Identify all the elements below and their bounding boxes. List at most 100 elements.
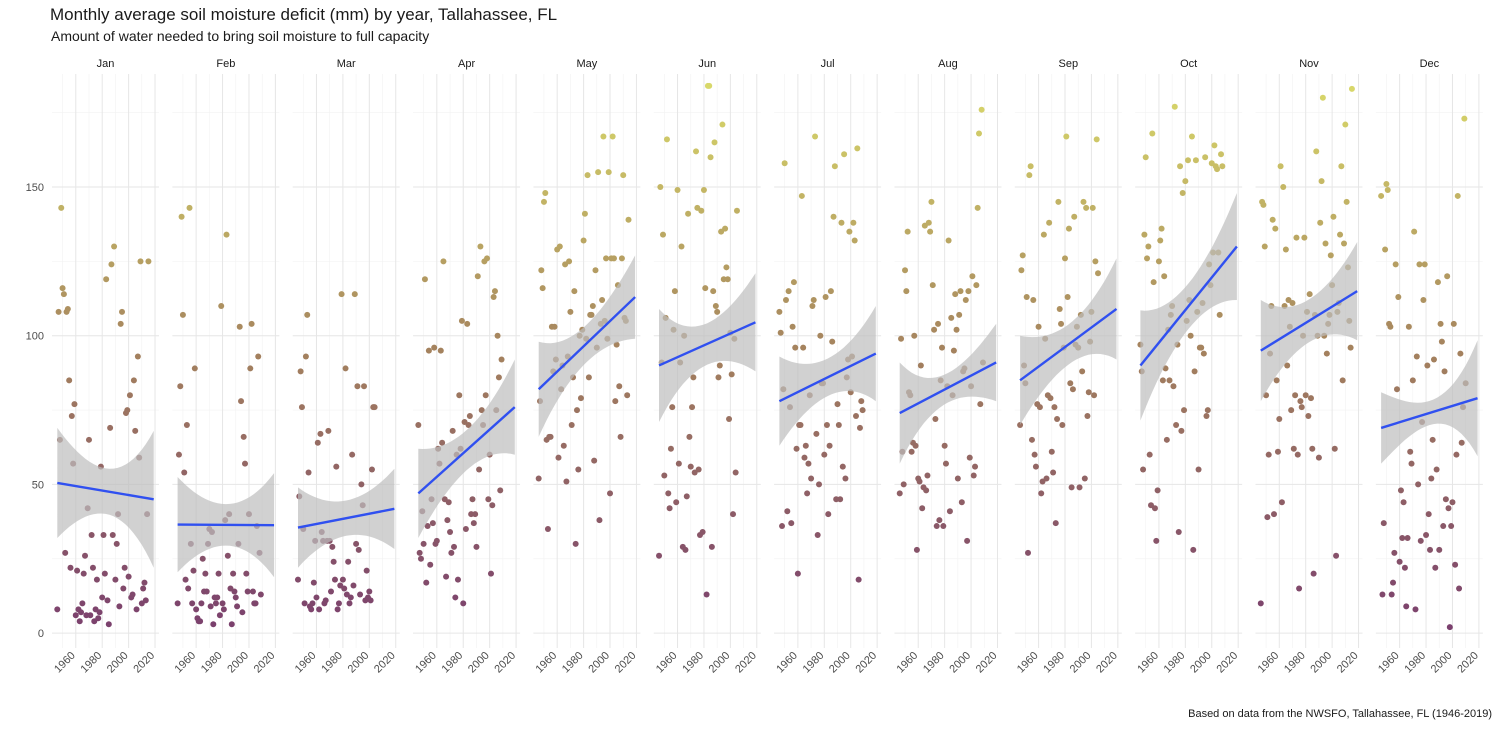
data-point	[1413, 353, 1420, 360]
data-point	[339, 576, 346, 583]
data-point	[99, 594, 106, 601]
data-point	[357, 591, 364, 598]
x-tick-label: 1980	[1282, 650, 1308, 676]
data-point	[1315, 454, 1322, 461]
data-point	[1264, 514, 1271, 521]
data-point	[129, 591, 136, 598]
data-point	[671, 288, 678, 295]
data-point	[1323, 350, 1330, 357]
data-point	[1261, 243, 1268, 250]
data-point	[1146, 451, 1153, 458]
data-point	[423, 579, 430, 586]
data-point	[100, 531, 107, 538]
data-point	[89, 564, 96, 571]
data-point	[145, 258, 152, 265]
x-tick-label: 1960	[654, 650, 680, 676]
data-point	[1458, 439, 1465, 446]
data-point	[349, 451, 356, 458]
data-point	[842, 475, 849, 482]
data-point	[1151, 505, 1158, 512]
data-point	[1216, 311, 1223, 318]
data-point	[1415, 481, 1422, 488]
data-point	[1327, 252, 1334, 259]
data-point	[846, 228, 853, 235]
data-point	[141, 579, 148, 586]
data-point	[1319, 94, 1326, 101]
data-point	[596, 517, 603, 524]
data-point	[1027, 163, 1034, 170]
data-point	[497, 487, 504, 494]
data-point	[1444, 273, 1451, 280]
data-point	[482, 392, 489, 399]
x-tick-label: 2000	[1188, 650, 1214, 676]
facet-mar: Mar 1960 1980 2000 2020	[292, 58, 400, 676]
x-tick-label: 2020	[1215, 650, 1241, 676]
data-point	[1342, 121, 1349, 128]
data-point	[854, 145, 861, 152]
data-point	[1055, 198, 1062, 205]
data-point	[1420, 297, 1427, 304]
data-point	[313, 594, 320, 601]
data-point	[1050, 469, 1057, 476]
data-point	[831, 163, 838, 170]
x-tick-label: 1980	[199, 650, 225, 676]
data-point	[111, 243, 118, 250]
data-point	[1294, 451, 1301, 458]
data-point	[1450, 320, 1457, 327]
trend-line	[1019, 307, 1118, 382]
data-point	[1269, 216, 1276, 223]
data-point	[726, 415, 733, 422]
data-point	[491, 288, 498, 295]
facet-apr: Apr 1960 1980 2000 2020	[413, 58, 521, 675]
data-point	[1430, 356, 1437, 363]
data-point	[1017, 421, 1024, 428]
data-point	[179, 311, 186, 318]
data-point	[809, 302, 816, 309]
data-point	[460, 600, 467, 607]
data-point	[331, 576, 338, 583]
data-point	[816, 481, 823, 488]
data-point	[1200, 350, 1207, 357]
data-point	[665, 490, 672, 497]
data-point	[975, 130, 982, 137]
data-point	[838, 219, 845, 226]
data-point	[105, 621, 112, 628]
data-point	[599, 297, 606, 304]
data-point	[1302, 392, 1309, 399]
data-point	[182, 576, 189, 583]
data-point	[714, 308, 721, 315]
data-point	[207, 603, 214, 610]
x-tick-label: 1960	[52, 650, 78, 676]
data-point	[686, 433, 693, 440]
data-point	[354, 383, 361, 390]
data-point	[1219, 163, 1226, 170]
data-point	[1071, 213, 1078, 220]
data-point	[1434, 279, 1441, 286]
data-point	[1025, 549, 1032, 556]
data-point	[1046, 219, 1053, 226]
data-point	[439, 439, 446, 446]
data-point	[1032, 463, 1039, 470]
x-tick-label: 1960	[293, 650, 319, 676]
data-point	[834, 401, 841, 408]
data-point	[302, 353, 309, 360]
chart-caption: Based on data from the NWSFO, Tallahasse…	[1188, 708, 1492, 720]
data-point	[101, 570, 108, 577]
data-point	[829, 338, 836, 345]
x-tick-label: 2020	[613, 650, 639, 676]
data-point	[707, 154, 714, 161]
data-point	[830, 213, 837, 220]
data-point	[592, 267, 599, 274]
data-point	[305, 469, 312, 476]
data-point	[1448, 523, 1455, 530]
data-point	[919, 505, 926, 512]
data-point	[900, 481, 907, 488]
facet-nov: Nov 1960 1980 2000 2020	[1255, 58, 1363, 676]
data-point	[1436, 546, 1443, 553]
data-point	[294, 576, 301, 583]
facet-label: May	[577, 58, 598, 70]
data-point	[577, 395, 584, 402]
confidence-band	[57, 427, 154, 568]
x-tick-label: 2000	[827, 650, 853, 676]
facet-may: May 1960 1980 2000 2020	[533, 58, 641, 676]
